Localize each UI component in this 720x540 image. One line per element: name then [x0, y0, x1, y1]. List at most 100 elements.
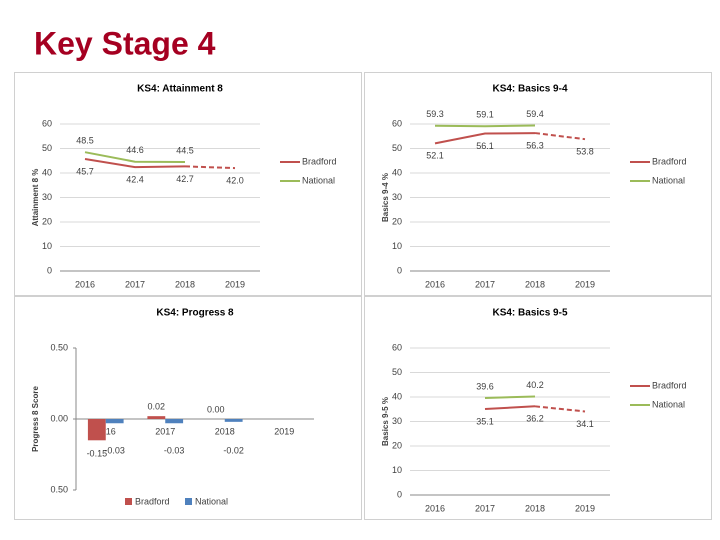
data-label: 35.1: [476, 416, 494, 426]
data-label: 45.7: [76, 166, 94, 176]
y-tick-label: 0: [397, 489, 402, 499]
data-label: 0.02: [148, 402, 166, 412]
y-axis-label: Progress 8 Score: [31, 386, 40, 452]
chart-panel: [14, 296, 362, 520]
data-label: 52.1: [426, 151, 444, 161]
y-tick-label: 10: [392, 465, 402, 475]
data-label: 40.2: [526, 380, 544, 390]
legend-label: Bradford: [135, 496, 170, 506]
bar: [147, 416, 166, 419]
y-axis-label: Basics 9-5 %: [381, 397, 390, 446]
x-tick-label: 2017: [475, 503, 495, 513]
series-line: [484, 405, 536, 411]
y-tick-label: 30: [42, 192, 52, 202]
x-tick-label: 2016: [425, 279, 445, 289]
data-label: 44.6: [126, 145, 144, 155]
series-line: [434, 132, 536, 145]
y-tick-label: 10: [392, 241, 402, 251]
legend-swatch: [185, 498, 192, 505]
x-tick-label: 2019: [274, 426, 294, 436]
slide-title: Key Stage 4: [34, 25, 216, 61]
data-label: 42.4: [126, 174, 144, 184]
data-label: 42.7: [176, 174, 194, 184]
x-tick-label: 2018: [525, 503, 545, 513]
chart-title: KS4: Basics 9-5: [492, 308, 567, 319]
y-tick-label: 10: [42, 241, 52, 251]
chart-title: KS4: Basics 9-4: [492, 84, 567, 95]
legend-swatch: [125, 498, 132, 505]
y-tick-label: 20: [42, 216, 52, 226]
x-tick-label: 2018: [175, 279, 195, 289]
y-tick-label: 0.50: [50, 484, 68, 494]
y-tick-label: 20: [392, 440, 402, 450]
y-tick-label: 50: [42, 143, 52, 153]
bar: [87, 419, 106, 441]
x-tick-label: 2017: [125, 279, 145, 289]
bar: [224, 419, 243, 422]
bar: [165, 419, 184, 424]
chart-title: KS4: Progress 8: [156, 308, 234, 319]
y-tick-label: 0.00: [50, 413, 68, 423]
x-tick-label: 2016: [75, 279, 95, 289]
legend-label: National: [302, 175, 335, 185]
y-tick-label: 0.50: [50, 342, 68, 352]
legend-label: National: [652, 175, 685, 185]
projected-line: [534, 132, 586, 141]
projected-line: [184, 165, 236, 170]
x-tick-label: 2019: [575, 279, 595, 289]
data-label: -0.03: [164, 445, 185, 455]
y-tick-label: 20: [392, 216, 402, 226]
y-tick-label: 40: [42, 167, 52, 177]
x-tick-label: 2019: [225, 279, 245, 289]
y-tick-label: 60: [392, 342, 402, 352]
legend-label: National: [195, 496, 228, 506]
y-tick-label: 0: [47, 265, 52, 275]
y-tick-label: 50: [392, 367, 402, 377]
data-label: 59.4: [526, 109, 544, 119]
chart-panel: [364, 72, 712, 296]
y-axis-label: Basics 9-4 %: [381, 173, 390, 222]
y-tick-label: 30: [392, 416, 402, 426]
data-label: 39.6: [476, 381, 494, 391]
legend-label: National: [652, 399, 685, 409]
y-tick-label: 40: [392, 167, 402, 177]
data-label: 34.1: [576, 419, 594, 429]
data-label: -0.02: [223, 445, 244, 455]
data-label: 56.3: [526, 140, 544, 150]
y-tick-label: 60: [392, 118, 402, 128]
data-label: 44.5: [176, 145, 194, 155]
legend-label: Bradford: [652, 156, 687, 166]
series-line: [84, 151, 186, 163]
x-tick-label: 2017: [475, 279, 495, 289]
series-line: [484, 395, 536, 399]
series-line: [434, 124, 536, 128]
x-tick-label: 2019: [575, 503, 595, 513]
data-label: 48.5: [76, 136, 94, 146]
legend-label: Bradford: [302, 156, 337, 166]
bar: [105, 419, 124, 424]
x-tick-label: 2017: [155, 426, 175, 436]
projected-line: [534, 405, 586, 413]
data-label: 53.8: [576, 147, 594, 157]
data-label: -0.15: [87, 449, 108, 459]
x-tick-label: 2016: [425, 503, 445, 513]
data-label: 59.3: [426, 109, 444, 119]
data-label: 0.00: [207, 404, 225, 414]
y-tick-label: 60: [42, 118, 52, 128]
y-axis-label: Attainment 8 %: [31, 169, 40, 227]
y-tick-label: 50: [392, 143, 402, 153]
series-line: [84, 158, 186, 169]
data-label: 36.2: [526, 414, 544, 424]
data-label: 42.0: [226, 175, 244, 185]
chart-panel: [364, 296, 712, 520]
chart-panel: [14, 72, 362, 296]
data-label: 59.1: [476, 110, 494, 120]
y-tick-label: 30: [392, 192, 402, 202]
data-label: -0.03: [104, 445, 125, 455]
legend-label: Bradford: [652, 380, 687, 390]
y-tick-label: 0: [397, 265, 402, 275]
y-tick-label: 40: [392, 391, 402, 401]
x-tick-label: 2018: [215, 426, 235, 436]
